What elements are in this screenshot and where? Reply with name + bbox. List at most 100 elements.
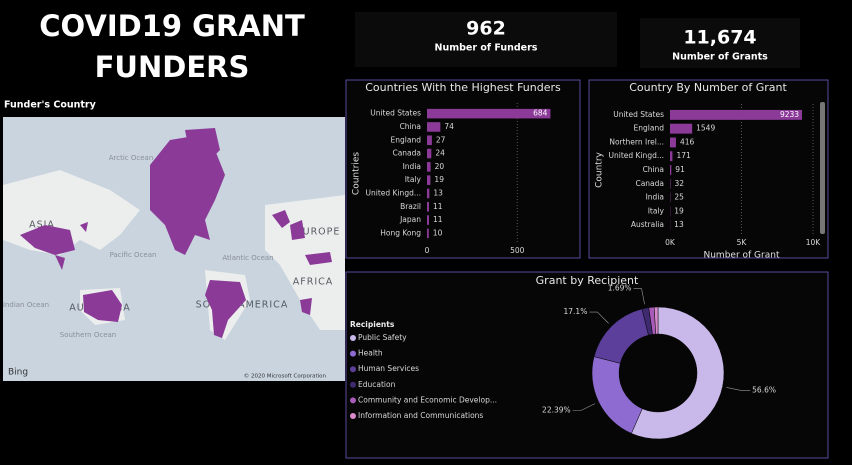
data-label: 17.1% (564, 307, 588, 316)
map-title: Funder's Country (4, 100, 97, 111)
leader-line (572, 403, 596, 411)
bar (427, 135, 432, 146)
x-tick-label: 0 (425, 246, 430, 255)
map-label: AFRICA (293, 277, 334, 288)
map-label: ASIA (29, 220, 55, 231)
data-label: 11 (433, 202, 443, 211)
map-label: Pacific Ocean (110, 251, 157, 259)
data-label: 9233 (780, 110, 799, 119)
y-tick-label: Australia (631, 220, 664, 229)
x-tick-label: 10K (806, 238, 822, 247)
x-tick-label: 5K (737, 238, 748, 247)
bar (427, 228, 429, 239)
dashboard-title: COVID19 GRANT FUNDERS (39, 9, 305, 84)
y-tick-label: Northern Irel... (609, 137, 664, 146)
kpi-value: 11,674 (683, 27, 756, 49)
legend-marker (350, 335, 356, 341)
legend-label: Community and Economic Develop... (358, 395, 497, 404)
kpi-label: Number of Funders (435, 43, 538, 54)
y-tick-label: United Kingd... (366, 188, 421, 197)
bar (670, 123, 693, 134)
y-tick-label: China (400, 122, 421, 131)
y-tick-label: Hong Kong (380, 228, 421, 237)
y-axis-title: Country (595, 151, 605, 187)
scrollbar[interactable] (820, 102, 825, 234)
y-tick-label: Japan (399, 215, 421, 224)
legend-label: Education (358, 380, 396, 389)
bar (427, 201, 429, 212)
y-tick-label: Canada (392, 149, 421, 158)
legend-marker (350, 350, 356, 357)
kpi-value: 962 (466, 18, 506, 40)
bar (427, 188, 430, 199)
legend-label: Health (358, 349, 383, 358)
y-tick-label: United Kingd... (609, 151, 664, 160)
bar (427, 162, 431, 172)
map-label: Southern Ocean (60, 331, 116, 339)
y-tick-label: United States (370, 109, 421, 118)
data-label: 74 (444, 122, 454, 131)
kpi-card (355, 12, 617, 67)
map-attribution: © 2020 Microsoft Corporation (244, 373, 327, 380)
leader-line (633, 288, 645, 305)
map: Arctic Ocean ASIA Pacific Ocean EUROPE Atlan… (3, 117, 345, 381)
data-label: 684 (533, 109, 548, 118)
y-tick-label: India (646, 193, 664, 202)
map-label: Arctic Ocean (109, 154, 154, 162)
funder-region (20, 222, 88, 270)
data-label: 24 (435, 149, 445, 158)
data-label: 11 (433, 215, 443, 224)
bar (670, 165, 672, 175)
legend-marker (350, 413, 356, 419)
map-logo: Bing (8, 368, 28, 378)
panel (588, 79, 829, 259)
y-tick-label: India (403, 162, 421, 171)
bar (670, 137, 676, 148)
data-label: 22.39% (542, 406, 571, 415)
data-label: 56.6% (752, 386, 776, 395)
legend-marker (350, 397, 356, 404)
panel (345, 271, 829, 459)
legend-label: Human Services (358, 364, 419, 373)
funder-region (83, 290, 122, 322)
data-label: 1549 (696, 124, 715, 133)
y-tick-label: Brazil (400, 202, 421, 211)
kpi-label: Number of Grants (672, 52, 768, 63)
y-tick-label: United States (613, 110, 664, 119)
funder-region (205, 280, 246, 338)
y-tick-label: Italy (648, 206, 665, 215)
y-tick-label: Canada (635, 179, 664, 188)
data-label: 27 (436, 135, 446, 144)
map-label: Indian Ocean (3, 301, 49, 309)
data-label: 13 (674, 220, 684, 229)
chart-title: Countries With the Highest Funders (365, 81, 561, 94)
data-label: 25 (674, 193, 684, 202)
bar (427, 122, 441, 132)
bar (427, 108, 551, 119)
data-label: 19 (434, 175, 444, 184)
legend-marker (350, 366, 356, 373)
leader-line (589, 311, 609, 324)
funder-region (150, 128, 225, 255)
data-label: 1.69% (608, 284, 632, 293)
y-axis-title: Countries (352, 152, 362, 195)
data-label: 171 (676, 151, 691, 160)
data-label: 10 (433, 228, 443, 237)
data-label: 416 (680, 137, 695, 146)
bar (670, 151, 673, 162)
legend-label: Information and Communications (358, 411, 483, 420)
data-label: 13 (433, 188, 443, 197)
bar (670, 109, 803, 120)
data-label: 32 (674, 179, 684, 188)
bar (427, 175, 431, 185)
x-tick-label: 500 (510, 246, 525, 255)
map-label: EUROPE (296, 227, 341, 238)
donut-slice (653, 306, 659, 335)
leader-line (726, 387, 751, 392)
kpi-card (640, 18, 800, 68)
map-label: Atlantic Ocean (222, 254, 273, 262)
bar (427, 215, 429, 225)
x-tick-label: 0K (665, 238, 676, 247)
chart-title: Country By Number of Grant (629, 81, 787, 94)
bar (427, 148, 432, 159)
